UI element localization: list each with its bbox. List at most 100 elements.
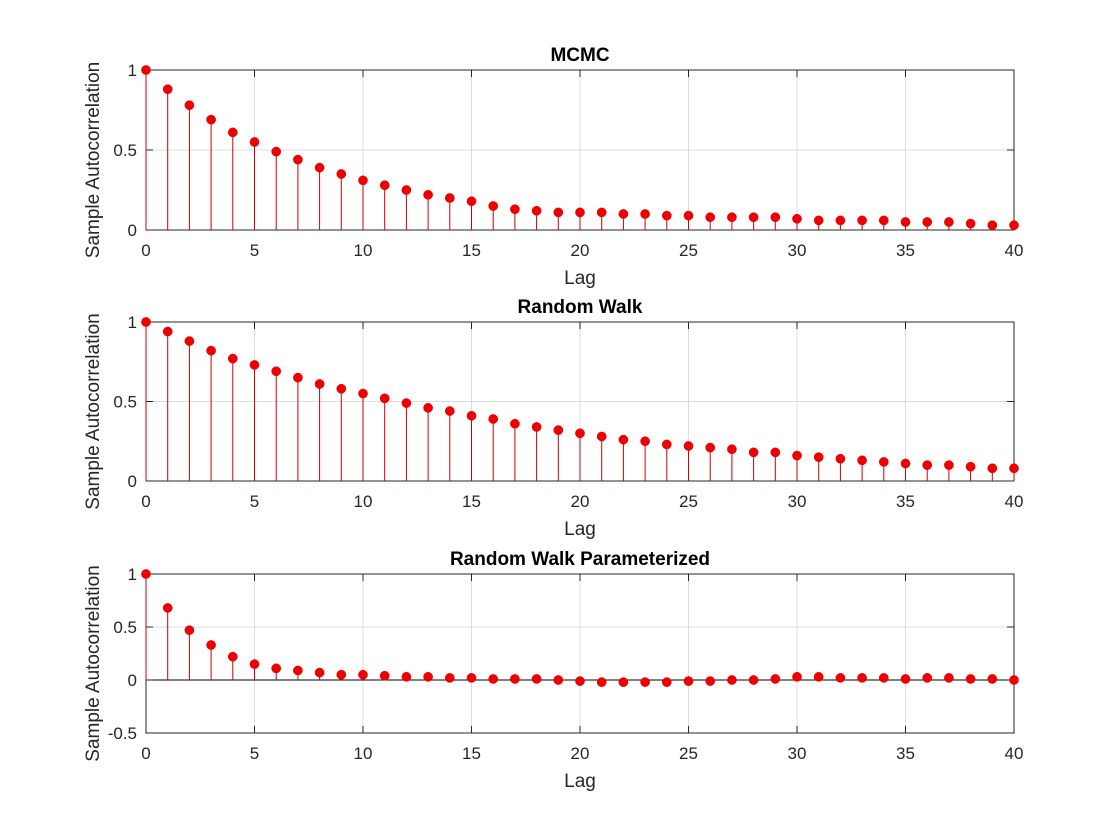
stem-marker (878, 215, 889, 226)
stem-marker (466, 410, 477, 421)
x-tick-label: 30 (788, 241, 807, 260)
stem-marker (444, 406, 455, 416)
x-tick-label: 15 (462, 744, 481, 763)
chart-panel-2: 0 5 10 15 20 25 30 35 40 0 0.5 1 Random Walk Lag Sampl… (83, 297, 1023, 540)
stem-marker (640, 677, 650, 687)
stem-marker (748, 675, 759, 685)
stem-marker (162, 603, 173, 613)
x-tick-label: 40 (1005, 744, 1024, 763)
stem-marker (184, 336, 195, 346)
stem-marker (510, 204, 520, 215)
stem-marker (661, 210, 672, 221)
stem-marker (336, 169, 347, 179)
stem-marker (423, 671, 433, 682)
stem-marker (727, 675, 737, 685)
x-axis-label: Lag (564, 771, 596, 792)
stem-marker (401, 185, 412, 195)
stem-marker (640, 209, 650, 219)
stem-marker (618, 677, 629, 687)
stem-marker (944, 460, 954, 470)
stem-marker (206, 114, 216, 125)
x-axis-label: Lag (564, 268, 596, 289)
stem-marker (683, 441, 694, 451)
stem-marker (358, 669, 368, 680)
stem-marker (227, 127, 238, 138)
stem-marker (748, 212, 759, 223)
y-tick-label: 1 (128, 313, 137, 332)
stem-marker (900, 674, 911, 684)
stem-marker (813, 452, 824, 462)
stem-marker (748, 447, 759, 458)
stem-marker (314, 379, 325, 389)
stem-marker (770, 674, 781, 684)
x-tick-label: 35 (896, 744, 915, 763)
stem-marker (531, 205, 542, 216)
stem-marker (596, 431, 607, 442)
x-tick-label: 10 (354, 744, 373, 763)
stem-marker (835, 453, 846, 464)
stem-marker (1009, 463, 1019, 474)
stem-marker (553, 675, 564, 685)
stem-marker (987, 463, 998, 474)
stem-marker (162, 84, 173, 95)
stem-marker (423, 189, 433, 200)
stem-marker (206, 640, 216, 650)
stem-marker (727, 444, 737, 455)
stem-marker (705, 442, 716, 453)
stem-marker (683, 210, 694, 221)
stem-marker (379, 393, 390, 404)
stem-marker (987, 674, 998, 684)
stem-marker (184, 625, 195, 636)
stem-marker (444, 193, 455, 203)
stem-marker (987, 220, 998, 231)
stem-marker (813, 671, 824, 682)
stem-marker (293, 372, 303, 383)
x-tick-label: 20 (571, 492, 590, 511)
stem-marker (1009, 220, 1019, 231)
chart-title: Random Walk Parameterized (450, 549, 710, 570)
x-tick-label: 30 (788, 744, 807, 763)
stem-marker (575, 207, 585, 218)
x-tick-label: 25 (679, 492, 698, 511)
stem-marker (596, 207, 607, 218)
stem-marker (184, 100, 195, 111)
stem-marker (466, 673, 477, 683)
stem-marker (293, 665, 303, 676)
stem-marker (401, 398, 412, 408)
x-tick-label: 20 (571, 744, 590, 763)
stem-marker (271, 146, 282, 157)
stem-marker (792, 450, 802, 461)
x-tick-label: 0 (141, 241, 150, 260)
stem-marker (965, 218, 976, 229)
stem-marker (379, 180, 390, 191)
x-tick-label: 40 (1005, 492, 1024, 511)
y-tick-label: 0 (128, 221, 137, 240)
chart-title: MCMC (550, 45, 609, 66)
stem-marker (857, 455, 867, 466)
stem-marker (141, 65, 151, 75)
stem-marker (466, 196, 477, 207)
stem-marker (705, 212, 716, 223)
stem-marker (293, 154, 303, 165)
x-tick-label: 35 (896, 241, 915, 260)
x-tick-label: 30 (788, 492, 807, 511)
stem-marker (271, 663, 282, 674)
y-axis-label: Sample Autocorrelation (83, 565, 104, 761)
x-tick-label: 10 (354, 492, 373, 511)
x-tick-label: 5 (250, 492, 259, 511)
stem-marker (835, 673, 846, 683)
x-tick-label: 40 (1005, 241, 1024, 260)
stem-marker (857, 673, 867, 683)
y-tick-label: -0.5 (108, 724, 137, 743)
y-tick-label: 0.5 (113, 618, 137, 637)
x-tick-label: 25 (679, 241, 698, 260)
stem-marker (596, 677, 607, 687)
stem-marker (618, 434, 629, 445)
stem-marker (835, 215, 846, 226)
stem-marker (423, 403, 433, 413)
x-axis-label: Lag (564, 519, 596, 540)
stem-marker (162, 326, 173, 337)
stem-marker (878, 673, 889, 683)
stem-marker (900, 458, 911, 469)
